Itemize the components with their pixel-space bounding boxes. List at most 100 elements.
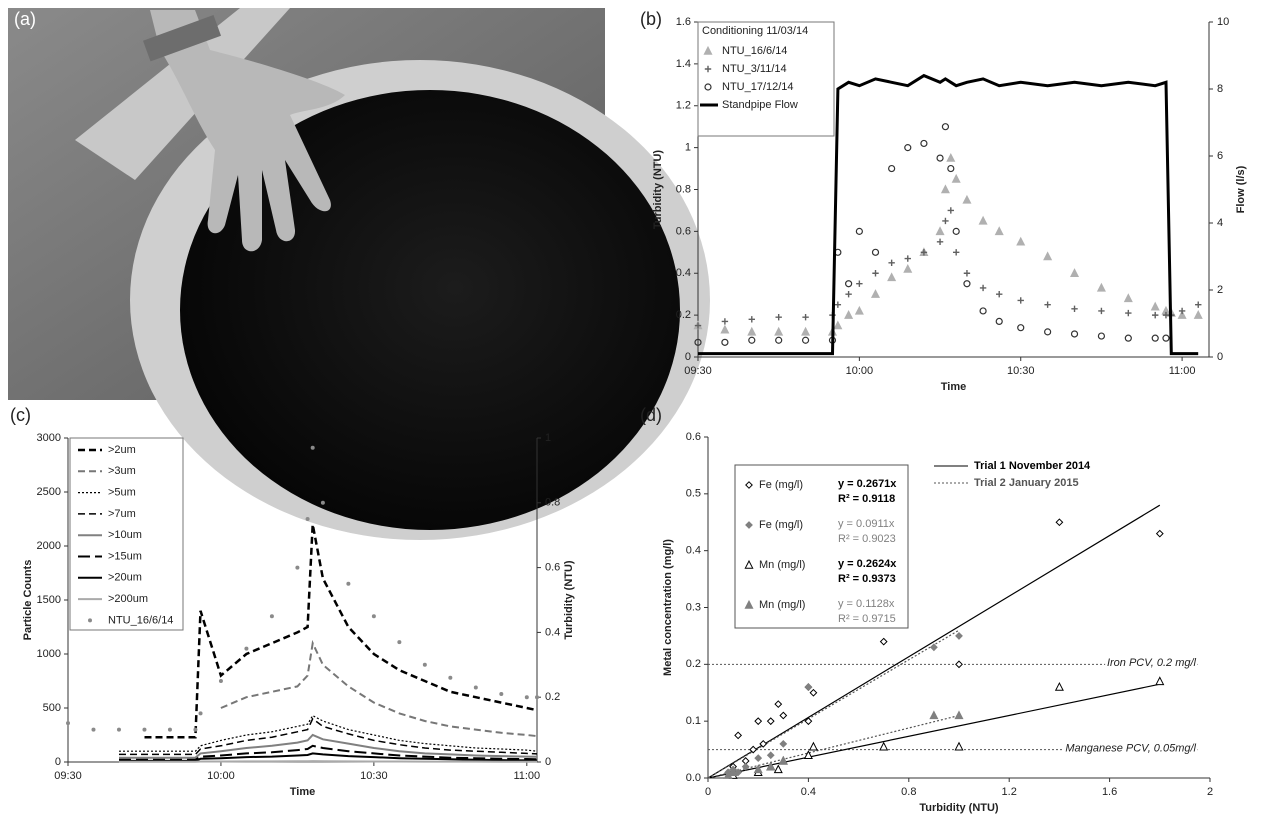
data-point [856,280,863,287]
series-line [119,760,537,763]
y-tick-label: 0.0 [686,772,701,784]
data-point [947,207,955,214]
data-point [879,637,888,646]
y-tick-label: 1.2 [676,100,691,112]
data-point [1098,307,1105,315]
data-point [904,144,912,152]
y-tick-label: 0.2 [686,658,701,670]
data-point [748,336,756,344]
data-point [779,739,788,748]
legend-label: NTU_3/11/14 [722,63,787,75]
legend-r2: R² = 0.9023 [838,533,896,545]
data-point [320,500,325,505]
data-point [775,336,783,344]
y-tick-label: 0.8 [676,183,691,195]
data-point [198,711,203,716]
data-point [142,727,147,732]
y2-tick-label: 0 [545,756,551,768]
data-point [773,764,783,774]
data-point [963,280,971,288]
legend-equation: y = 0.0911x [838,518,895,530]
data-point [1016,236,1026,246]
data-point [887,272,897,282]
y-tick-label: 0.2 [676,309,691,321]
data-point [728,767,738,777]
y-tick-label: 3000 [37,432,61,444]
data-point [1044,328,1052,336]
legend-label: NTU_16/6/14 [108,614,173,626]
data-point [1195,301,1202,308]
data-point [779,711,788,720]
data-point [1155,676,1165,686]
y-tick-label: 500 [43,702,61,714]
data-point [1071,305,1078,313]
data-point [1097,332,1106,340]
timber [75,8,290,180]
series-line [119,752,537,762]
data-point [808,741,818,751]
data-point [1125,309,1132,317]
data-point [920,249,928,256]
x-tick-label: 11:00 [513,770,540,782]
panel-label: (a) [14,9,36,29]
x-tick-label: 11:00 [1169,365,1196,377]
legend-label: Mn (mg/l) [759,559,805,571]
legend-marker [704,65,712,73]
legend-equation: y = 0.2671x [838,478,897,490]
data-point [305,517,310,521]
x-axis-title: Turbidity (NTU) [919,802,999,814]
data-point [979,307,987,315]
data-point [371,614,376,619]
data-point [754,754,763,763]
data-point [834,301,842,308]
data-point [954,741,964,751]
legend-equation: y = 0.1128x [838,598,895,610]
data-point [995,317,1003,326]
data-point [1017,297,1024,304]
x-tick-label: 0.8 [901,786,916,798]
data-point [193,727,198,732]
y-tick-label: 0.4 [686,545,701,557]
data-point [1193,310,1203,319]
y-tick-label: 0.1 [686,715,701,727]
data-point [1162,334,1170,342]
legend-label: >20um [108,572,142,584]
data-point [936,154,944,162]
data-point [920,139,928,148]
data-point [759,739,768,748]
data-point [929,710,939,720]
y-axis-title: Particle Counts [22,560,34,641]
legend-box [734,464,909,629]
y2-tick-label: 8 [1217,83,1223,95]
data-point [978,215,988,225]
data-point [694,322,702,329]
data-point [929,643,938,652]
data-point [954,710,964,720]
y-tick-label: 1000 [37,648,61,660]
y2-tick-label: 0.8 [545,497,560,509]
legend-marker [745,521,753,529]
data-point [1150,301,1160,311]
data-point [91,727,96,732]
x-tick-label: 1.2 [1002,786,1017,798]
data-point [940,184,950,194]
hand [150,10,345,252]
data-point [962,194,972,204]
data-point [833,320,843,330]
data-point [766,717,775,726]
x-tick-label: 10:00 [207,770,235,782]
data-point [946,152,956,162]
y-axis-title: Metal concentration (mg/l) [662,539,674,676]
data-point [952,249,960,256]
data-point [775,314,782,321]
reference-label: Iron PCV, 0.2 mg/l [1107,657,1197,669]
data-point [935,226,945,236]
data-point [1123,293,1133,303]
y2-tick-label: 0.4 [545,626,560,638]
data-point [871,248,880,256]
y-tick-label: 0.4 [676,267,691,279]
data-point [963,270,971,277]
legend-label: Trial 1 November 2014 [974,460,1091,472]
data-point [1152,311,1159,319]
trend-line [707,504,1161,779]
